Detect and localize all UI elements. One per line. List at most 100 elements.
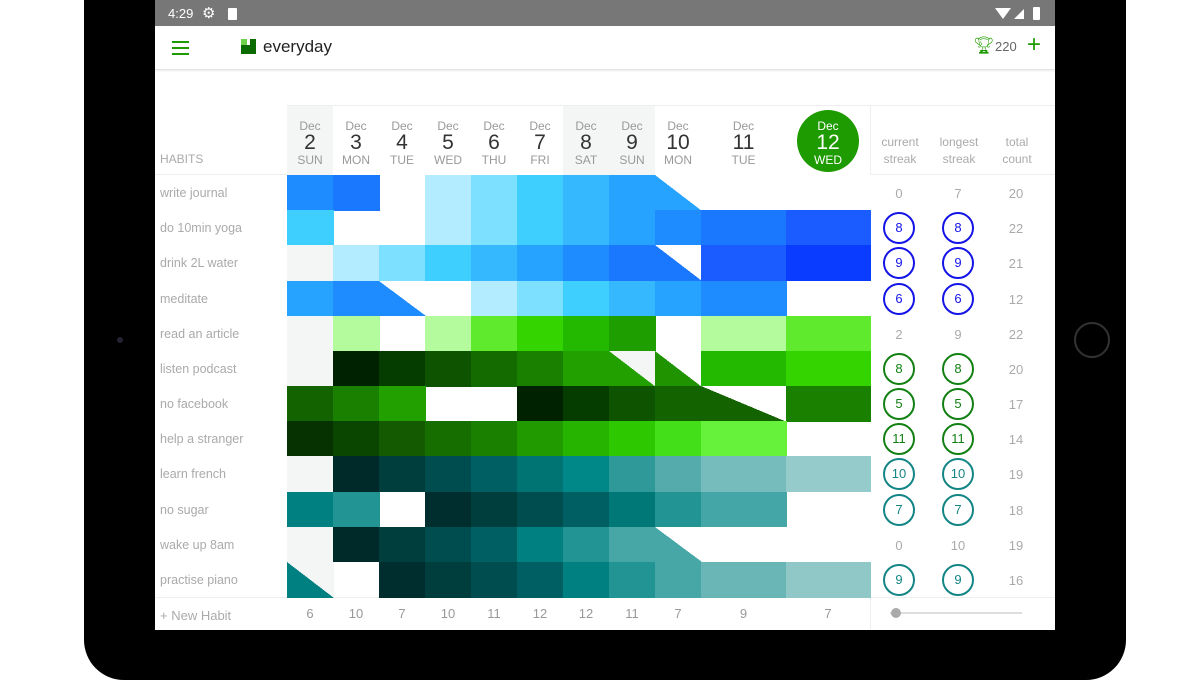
habit-name[interactable]: write journal [160, 186, 228, 200]
habit-cell[interactable] [786, 210, 871, 246]
habit-cell[interactable] [655, 210, 702, 246]
habit-cell[interactable] [425, 561, 472, 598]
habit-cell[interactable] [379, 245, 426, 281]
habit-cell[interactable] [333, 526, 380, 563]
habit-cell[interactable] [701, 210, 787, 246]
habit-cell[interactable] [609, 421, 656, 457]
habit-cell[interactable] [287, 526, 334, 563]
day-header[interactable]: Dec 9 SUN [609, 105, 655, 175]
habit-cell[interactable] [425, 421, 472, 457]
habit-cell[interactable] [379, 561, 426, 598]
habit-cell[interactable] [287, 280, 334, 317]
habit-name[interactable]: read an article [160, 326, 240, 341]
habit-cell[interactable] [425, 456, 472, 493]
day-header[interactable]: Dec 10 MON [655, 105, 701, 175]
new-habit-button[interactable]: + New Habit [160, 608, 232, 623]
habit-name[interactable]: meditate [160, 291, 208, 306]
habit-cell[interactable] [609, 386, 656, 422]
habit-cell[interactable] [471, 456, 518, 493]
habit-cell[interactable] [287, 421, 334, 457]
habit-cell[interactable] [287, 491, 334, 528]
habit-cell[interactable] [655, 491, 702, 528]
habit-cell[interactable] [609, 245, 656, 281]
habit-cell[interactable] [379, 456, 426, 493]
habit-cell[interactable] [655, 561, 702, 598]
day-header[interactable]: Dec 3 MON [333, 105, 379, 175]
habit-cell[interactable] [333, 245, 380, 281]
habit-cell[interactable] [701, 456, 787, 493]
habit-cell[interactable] [425, 175, 472, 211]
habit-cell[interactable] [425, 210, 472, 246]
habit-cell[interactable] [563, 491, 610, 528]
habit-cell[interactable] [563, 456, 610, 493]
habit-cell[interactable] [655, 350, 702, 387]
habit-cell[interactable] [425, 245, 472, 281]
habit-cell[interactable] [786, 456, 871, 493]
habit-name[interactable]: listen podcast [160, 361, 237, 376]
habit-cell[interactable] [287, 350, 334, 387]
habit-cell[interactable] [379, 386, 426, 422]
today-highlight[interactable] [797, 110, 859, 172]
habit-cell[interactable] [786, 245, 871, 281]
habit-cell[interactable] [379, 280, 426, 317]
habit-cell[interactable] [609, 210, 656, 246]
habit-cell[interactable] [333, 175, 380, 211]
habit-cell[interactable] [563, 386, 610, 422]
habit-cell[interactable] [517, 561, 564, 598]
habit-cell[interactable] [517, 526, 564, 563]
habit-name[interactable]: help a stranger [160, 432, 244, 447]
habit-cell[interactable] [471, 526, 518, 563]
habit-cell[interactable] [701, 491, 787, 528]
habit-cell[interactable] [786, 561, 871, 598]
habit-cell[interactable] [287, 175, 334, 211]
habit-cell[interactable] [655, 175, 702, 211]
habit-cell[interactable] [333, 280, 380, 317]
habit-cell[interactable] [517, 175, 564, 211]
habit-cell[interactable] [333, 386, 380, 422]
habit-cell[interactable] [471, 561, 518, 598]
day-header[interactable]: Dec 8 SAT [563, 105, 609, 175]
habit-cell[interactable] [471, 491, 518, 528]
habit-cell[interactable] [333, 491, 380, 528]
habit-cell[interactable] [786, 350, 871, 387]
habit-cell[interactable] [655, 386, 702, 422]
day-header[interactable]: Dec 6 THU [471, 105, 517, 175]
habit-cell[interactable] [333, 456, 380, 493]
day-header[interactable]: Dec 5 WED [425, 105, 471, 175]
day-header[interactable]: Dec 2 SUN [287, 105, 333, 175]
habit-cell[interactable] [287, 561, 334, 598]
habit-cell[interactable] [609, 315, 656, 352]
habit-cell[interactable] [563, 315, 610, 352]
day-header[interactable]: Dec 11 TUE [701, 105, 786, 175]
zoom-slider[interactable] [890, 612, 1022, 614]
habit-cell[interactable] [471, 350, 518, 387]
trophy-icon[interactable]: 🏆︎ [973, 36, 995, 55]
habit-cell[interactable] [563, 210, 610, 246]
habit-cell[interactable] [517, 350, 564, 387]
habit-cell[interactable] [425, 526, 472, 563]
habit-cell[interactable] [701, 421, 787, 457]
habit-name[interactable]: practise piano [160, 572, 238, 587]
habit-cell[interactable] [425, 350, 472, 387]
habit-cell[interactable] [701, 561, 787, 598]
habit-cell[interactable] [701, 350, 787, 387]
habit-cell[interactable] [517, 315, 564, 352]
habit-cell[interactable] [701, 315, 787, 352]
menu-icon[interactable] [172, 41, 189, 55]
habit-cell[interactable] [471, 175, 518, 211]
habit-cell[interactable] [786, 315, 871, 352]
habit-cell[interactable] [701, 386, 787, 422]
slider-handle[interactable] [891, 608, 901, 618]
habit-cell[interactable] [287, 456, 334, 493]
habit-cell[interactable] [609, 175, 656, 211]
habit-cell[interactable] [333, 315, 380, 352]
habit-cell[interactable] [563, 350, 610, 387]
habit-cell[interactable] [471, 315, 518, 352]
habit-cell[interactable] [333, 350, 380, 387]
habit-cell[interactable] [517, 456, 564, 493]
habit-cell[interactable] [517, 210, 564, 246]
habit-name[interactable]: no facebook [160, 397, 229, 412]
habit-cell[interactable] [471, 421, 518, 457]
day-header[interactable]: Dec 12 WED [786, 105, 870, 175]
habit-cell[interactable] [655, 421, 702, 457]
